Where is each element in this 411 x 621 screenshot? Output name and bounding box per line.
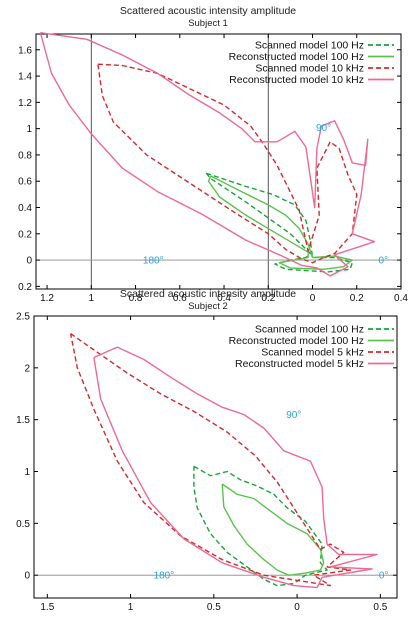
x-tick-label: 0.4 [394, 293, 408, 304]
y-tick-label: 0.2 [18, 229, 32, 240]
legend-entry: Scanned model 10 kHz [255, 63, 364, 75]
series-line [193, 465, 328, 587]
y-tick-label: 2 [24, 363, 30, 374]
series-line [69, 333, 352, 587]
plot-frame [35, 33, 402, 290]
x-tick-label: 0.4 [217, 293, 231, 304]
x-tick-label: 0.5 [207, 602, 221, 613]
plot-frame [33, 315, 398, 599]
chart-subject-2: Scattered acoustic intensity amplitude S… [16, 288, 398, 613]
series-line [221, 483, 325, 576]
y-tick-label: 0.2 [18, 282, 32, 293]
y-tick-label: 1.5 [16, 415, 30, 426]
legend-entry: Scanned model 5 kHz [261, 347, 364, 359]
x-tick-label: 0 [310, 293, 316, 304]
x-tick-label: 1 [128, 602, 134, 613]
legend-entry: Reconstructed model 5 kHz [235, 358, 364, 370]
chart-subtitle: Subject 1 [188, 18, 228, 29]
angle-label: 0° [379, 571, 389, 582]
series-line [39, 32, 376, 277]
y-tick-label: 2.5 [16, 312, 30, 323]
chart-title: Scattered acoustic intensity amplitude [120, 5, 296, 17]
y-tick-label: 1 [26, 124, 32, 135]
y-tick-label: 0.8 [18, 150, 32, 161]
y-tick-label: 0.4 [18, 203, 32, 214]
legend-entry: Scanned model 100 Hz [255, 40, 364, 52]
x-tick-label: 1 [89, 293, 95, 304]
legend-entry: Reconstructed model 10 kHz [229, 74, 364, 86]
legend-entry: Reconstructed model 100 Hz [229, 335, 364, 347]
x-tick-label: 1.2 [40, 293, 54, 304]
y-tick-label: 1 [24, 467, 30, 478]
x-tick-label: 0.6 [173, 293, 187, 304]
chart-subject-1: Scattered acoustic intensity amplitude S… [18, 5, 408, 304]
x-tick-label: 0.5 [373, 602, 387, 613]
series-line [97, 63, 358, 264]
angle-label: 90° [286, 410, 301, 421]
y-tick-label: 0.6 [18, 177, 32, 188]
x-tick-label: 0 [294, 602, 300, 613]
angle-label: 0° [379, 256, 389, 267]
y-tick-label: 0 [26, 256, 32, 267]
series-line [205, 172, 353, 273]
series-line [93, 346, 378, 589]
x-tick-label: 0.8 [129, 293, 143, 304]
y-tick-label: 1.4 [18, 72, 32, 83]
y-tick-label: 0 [24, 571, 30, 582]
x-tick-label: 0.2 [261, 293, 275, 304]
angle-label: 180° [143, 256, 164, 267]
chart-title: Scattered acoustic intensity amplitude [120, 288, 296, 300]
angle-label: 180° [154, 571, 175, 582]
x-tick-label: 1.5 [40, 602, 54, 613]
legend-entry: Reconstructed model 100 Hz [229, 51, 364, 63]
x-tick-label: 0.2 [350, 293, 364, 304]
y-tick-label: 1.6 [18, 45, 32, 56]
legend-entry: Scanned model 100 Hz [255, 324, 364, 336]
series-line [207, 175, 353, 270]
chart-subtitle: Subject 2 [188, 301, 228, 312]
y-tick-label: 1.2 [18, 98, 32, 109]
angle-label: 90° [316, 123, 331, 134]
y-tick-label: 0.5 [16, 519, 30, 530]
